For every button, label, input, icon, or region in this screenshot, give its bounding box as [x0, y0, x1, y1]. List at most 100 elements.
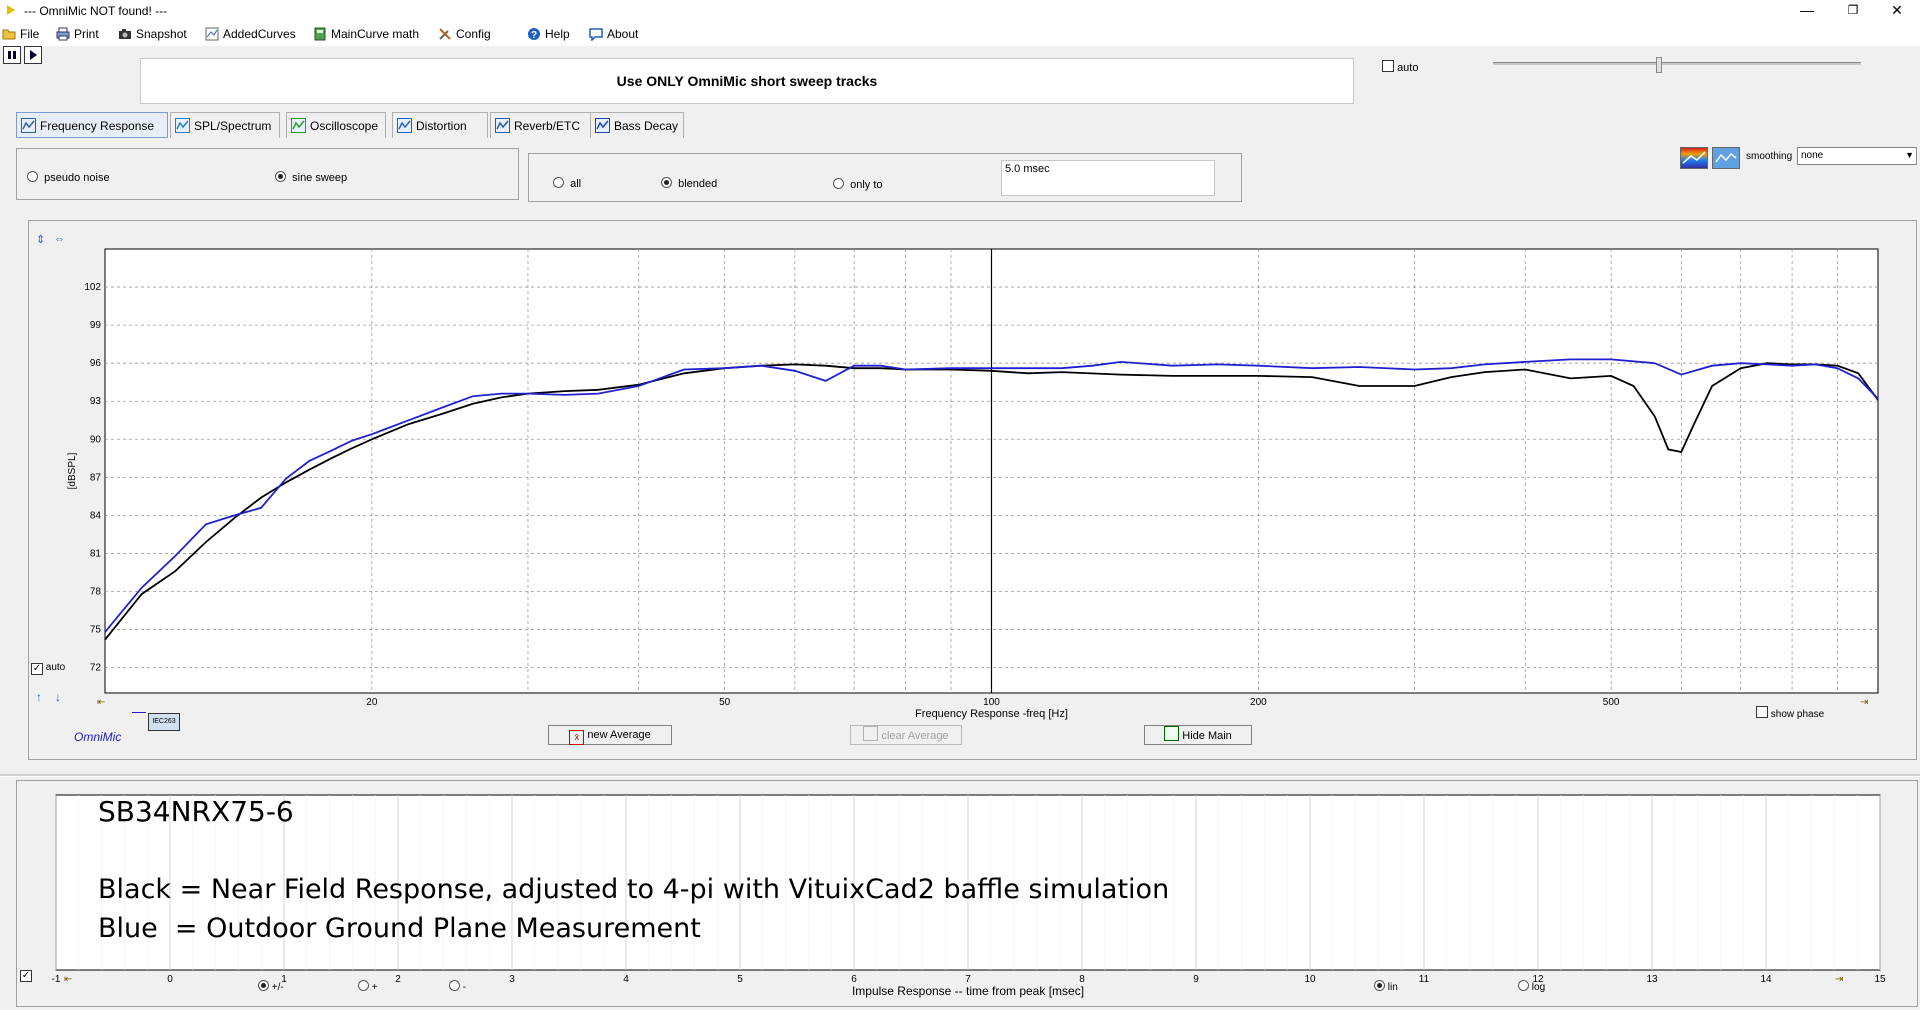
radio-log-dot[interactable]	[1518, 980, 1529, 991]
radio-minus[interactable]: -	[449, 980, 466, 993]
menu-help[interactable]: ? Help	[527, 24, 570, 44]
radio-only-to-dot[interactable]	[833, 178, 844, 189]
new-average-label: new Average	[587, 729, 651, 741]
menu-config[interactable]: Config	[438, 24, 491, 44]
menu-file[interactable]: File	[2, 24, 39, 44]
plot-auto-box[interactable]: ✓	[31, 663, 43, 675]
impulse-x-axis-label: Impulse Response -- time from peak [msec…	[852, 984, 1084, 998]
color-map-button[interactable]	[1680, 147, 1708, 169]
series-line-1	[104, 358, 1879, 633]
svg-text:?: ?	[531, 30, 537, 41]
tab-reverb-etc[interactable]: Reverb/ETC	[490, 112, 594, 138]
pause-icon	[8, 51, 16, 59]
plot-auto-checkbox[interactable]: ✓ auto	[31, 662, 65, 675]
zoom-vertical-icon[interactable]: ⇕	[36, 234, 46, 246]
tab-oscilloscope[interactable]: Oscilloscope	[286, 112, 386, 138]
impulse-tick-label: 8	[1079, 974, 1085, 985]
show-phase-box[interactable]	[1756, 706, 1768, 718]
tab-label: Frequency Response	[40, 119, 155, 133]
show-phase-checkbox[interactable]: show phase	[1756, 706, 1824, 720]
top-slider-thumb[interactable]	[1656, 57, 1662, 73]
radio-lin-dot[interactable]	[1374, 980, 1385, 991]
x-tick-label: 100	[983, 697, 1000, 708]
tab-bass-decay[interactable]: Bass Decay	[590, 112, 684, 138]
radio-only-to[interactable]: only to	[833, 178, 883, 191]
tab-label: Bass Decay	[614, 119, 679, 133]
radio-pseudo-noise[interactable]: pseudo noise	[27, 171, 110, 184]
note-blue-line: Blue = Outdoor Ground Plane Measurement	[98, 913, 701, 944]
top-auto-label: auto	[1397, 62, 1419, 74]
zoom-all-icon[interactable]: ⇔	[54, 233, 65, 245]
log-label: log	[1531, 982, 1546, 993]
title-bar: --- OmniMic NOT found! --- — ❐ ✕	[0, 0, 1920, 22]
radio-blended[interactable]: blended	[661, 177, 717, 190]
pause-button[interactable]	[3, 46, 21, 64]
menu-about[interactable]: About	[589, 24, 638, 44]
curves-icon	[205, 27, 219, 41]
iec-badge[interactable]: IEC263	[148, 713, 180, 731]
radio-plus-minus-dot[interactable]	[258, 980, 269, 991]
radio-plus-dot[interactable]	[358, 980, 369, 991]
top-auto-box[interactable]	[1382, 60, 1394, 72]
menu-maincurve-math[interactable]: MainCurve math	[313, 24, 419, 44]
time-window-input[interactable]: 5.0 msec	[1001, 160, 1215, 196]
clear-average-button[interactable]: clear Average	[850, 725, 962, 745]
play-button[interactable]	[24, 46, 42, 64]
printer-icon	[56, 27, 70, 41]
all-label: all	[570, 178, 582, 190]
radio-lin[interactable]: lin	[1374, 980, 1398, 993]
impulse-checkbox[interactable]: ✓	[20, 966, 32, 982]
scroll-down-icon[interactable]: ↓	[55, 690, 61, 704]
banner-text: Use ONLY OmniMic short sweep tracks	[616, 73, 878, 89]
radio-sine-sweep-dot[interactable]	[275, 171, 286, 182]
freq-response-icon	[21, 118, 36, 133]
top-auto-checkbox[interactable]: auto	[1382, 60, 1418, 74]
note-black-line: Black = Near Field Response, adjusted to…	[98, 874, 1170, 905]
impulse-tick-label: 0	[167, 974, 173, 985]
impulse-check-box[interactable]: ✓	[20, 970, 32, 982]
minimize-button[interactable]: —	[1800, 2, 1814, 18]
radio-all-dot[interactable]	[553, 177, 564, 188]
radio-all[interactable]: all	[553, 177, 581, 190]
scroll-right-icon[interactable]: ⇥	[1860, 697, 1868, 708]
menu-config-label: Config	[456, 27, 491, 41]
tab-frequency-response[interactable]: Frequency Response	[16, 112, 168, 138]
radio-plus-minus[interactable]: +/-	[258, 980, 284, 993]
menu-snapshot[interactable]: Snapshot	[118, 24, 187, 44]
close-button[interactable]: ✕	[1891, 2, 1903, 18]
menu-addedcurves[interactable]: AddedCurves	[205, 24, 296, 44]
hide-main-icon	[1164, 726, 1180, 741]
plot-auto-label: auto	[45, 662, 66, 673]
radio-plus[interactable]: +	[358, 980, 378, 993]
maximize-button[interactable]: ❐	[1847, 3, 1859, 17]
frequency-response-chart[interactable]: 72 75 78 81 84 87 90 93 96 99 102 20 50 100 200 500 Freq…	[28, 220, 1917, 760]
scroll-up-icon[interactable]: ↑	[36, 690, 42, 704]
radio-blended-dot[interactable]	[661, 177, 672, 188]
y-axis-label: [dBSPL]	[67, 452, 78, 489]
smoothing-label: smoothing	[1746, 151, 1793, 162]
radio-sine-sweep[interactable]: sine sweep	[275, 171, 347, 184]
tab-spl-spectrum[interactable]: SPL/Spectrum	[170, 112, 280, 138]
y-tick-label: 84	[90, 510, 102, 521]
radio-log[interactable]: log	[1518, 980, 1545, 993]
menu-addedcurves-label: AddedCurves	[223, 27, 296, 41]
radio-pseudo-noise-dot[interactable]	[27, 171, 38, 182]
hide-main-label: Hide Main	[1182, 730, 1232, 742]
menu-print-label: Print	[74, 27, 99, 41]
legend-line	[132, 712, 146, 713]
new-average-button[interactable]: x̄ new Average	[548, 725, 672, 745]
radio-minus-dot[interactable]	[449, 980, 460, 991]
waterfall-button[interactable]	[1712, 147, 1740, 169]
impulse-scroll-right-icon[interactable]: ⇥	[1835, 974, 1843, 985]
scroll-left-icon[interactable]: ⇤	[97, 697, 105, 708]
menu-print[interactable]: Print	[56, 24, 99, 44]
impulse-tick-label: 9	[1193, 974, 1199, 985]
tab-distortion[interactable]: Distortion	[392, 112, 488, 138]
top-slider[interactable]	[1493, 57, 1861, 73]
impulse-tick-label: 2	[395, 974, 401, 985]
plus-label: +	[371, 982, 378, 993]
smoothing-select[interactable]: none ▼	[1797, 147, 1917, 165]
hide-main-button[interactable]: Hide Main	[1144, 725, 1252, 745]
impulse-scroll-left-icon[interactable]: ⇤	[64, 974, 72, 985]
